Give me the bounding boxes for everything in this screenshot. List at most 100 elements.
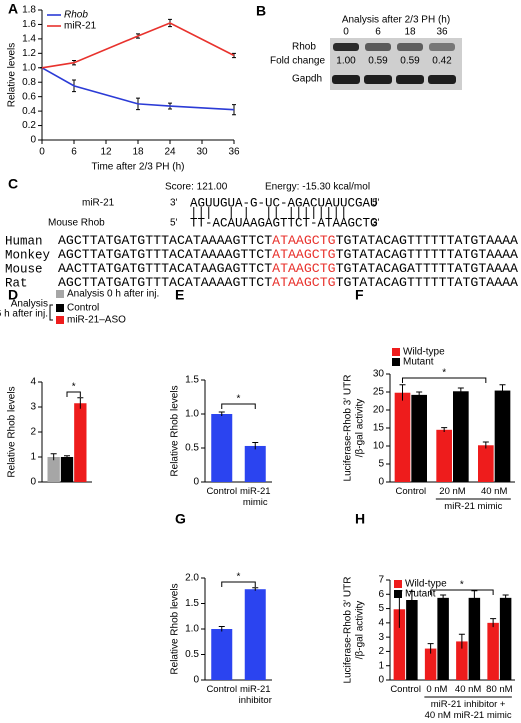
error-bar: [458, 633, 465, 649]
y-axis-label: Relative Rhob levels: [170, 385, 181, 476]
y-axis-label: /β-gal activity: [355, 399, 366, 458]
error-bar: [441, 427, 448, 432]
species-name: Rat: [5, 276, 28, 290]
sequence-part: TGTATACAGTTTTTTATGTAAAA: [336, 234, 519, 248]
x-tick-label: 40 nM: [480, 486, 508, 497]
error-bar: [457, 387, 464, 395]
legend-label: Rhob: [64, 10, 88, 21]
y-tick-label: 0: [378, 675, 384, 686]
energy: Energy: -15.30 kcal/mol: [265, 182, 370, 193]
y-tick-label: 2: [378, 646, 384, 657]
error-bar: [252, 442, 259, 450]
error-bar: [77, 397, 84, 409]
legend-group-bracket: [49, 304, 53, 321]
panel-label: C: [8, 176, 18, 192]
species-sequence: AGCTTATGATGTTTACATAAAAGTTCT ATAAGCTG TGTAT…: [58, 248, 519, 262]
sequence-part: TGTATACAGATTTTTATGTAAAA: [336, 262, 519, 276]
y-tick-label: 7: [378, 575, 384, 586]
species-name: Mouse: [5, 262, 43, 276]
y-tick-label: 0.6: [22, 91, 36, 102]
error-bar: [218, 411, 225, 417]
bar: [211, 629, 233, 680]
y-tick-label: 4: [378, 617, 384, 628]
y-tick-label: 0: [193, 477, 199, 488]
y-tick-label: 4: [30, 377, 36, 388]
duplex-seq: AGUUGUA-G-UC-AGACUAUUCGAU: [190, 196, 378, 210]
bar: [244, 589, 266, 680]
y-tick-label: 10: [373, 441, 385, 452]
group-label: miR-21 inhibitor + 40 nM miR-21 mimic: [425, 699, 512, 721]
error-bar: [218, 625, 225, 632]
significance-bracket: [66, 391, 81, 397]
x-tick-label: Control: [395, 486, 427, 497]
duplex-name: miR-21: [82, 198, 115, 209]
significance-label: *: [237, 394, 241, 405]
error-bar: [408, 590, 415, 609]
bar: [47, 457, 60, 482]
x-tick-label: Control: [390, 684, 421, 695]
y-tick-label: 1.2: [22, 48, 36, 59]
species-name: Human: [5, 234, 43, 248]
sequence-part: AGCTTATGATGTTTACATAAAAGTTCT: [58, 234, 273, 248]
panel-label: G: [175, 511, 186, 527]
error-bar: [502, 594, 509, 601]
error-bar: [471, 590, 478, 605]
species-sequence: AGCTTATGATGTTTACATAAAAGTTCT ATAAGCTG TGTAT…: [58, 234, 519, 248]
bar: [411, 394, 427, 482]
significance-label: *: [460, 580, 464, 591]
x-tick-label: 20 nM: [439, 486, 466, 497]
y-tick-label: 15: [373, 423, 385, 434]
panel-label: H: [355, 511, 365, 527]
sequence-part: AGCTTATGATGTTTACATAAAAGTTCT: [58, 248, 273, 262]
seed-match: ATAAGCTG: [272, 262, 335, 276]
sequence-part: AACTTATGATGTTTACATAAGAGTTCT: [58, 262, 273, 276]
score: Score: 121.00: [165, 182, 228, 193]
y-tick-label: 20: [373, 405, 385, 416]
significance-bracket: [430, 589, 494, 595]
fold-change: 0.59: [368, 56, 388, 67]
species-name: Monkey: [5, 248, 51, 262]
duplex-pairs: ||| | | || ||||||||: [190, 206, 348, 220]
x-tick-label: Control: [206, 684, 238, 695]
seed-match: ATAAGCTG: [272, 248, 335, 262]
panel-label: E: [175, 287, 184, 303]
line: [41, 67, 235, 111]
rhob-band: [429, 43, 455, 51]
x-tick-label: 80 nM: [486, 684, 512, 695]
x-tick-label: miR-21 inhibitor: [239, 684, 272, 706]
x-tick-label: miR-21 mimic: [240, 486, 271, 508]
lane-label: 0: [343, 27, 349, 38]
y-tick-label: 0: [193, 675, 199, 686]
row-label: Fold change: [270, 56, 325, 67]
error-bar: [490, 618, 497, 628]
error-bar: [440, 594, 447, 601]
error-bar: [399, 384, 406, 401]
y-tick-label: 5: [378, 603, 384, 614]
duplex-end: 5': [372, 198, 380, 209]
significance-bracket: [221, 403, 256, 409]
significance-label: *: [72, 382, 76, 393]
x-tick-label: Control: [395, 486, 427, 497]
bar: [74, 403, 87, 482]
bar: [453, 391, 469, 482]
error-bar: [499, 384, 506, 397]
species-sequence: AACTTATGATGTTTACATAAGAGTTCT ATAAGCTG TGTAT…: [58, 262, 519, 276]
bar: [468, 597, 481, 680]
bar: [494, 390, 511, 482]
legend-label: Wild-type: [405, 579, 447, 590]
bar: [487, 622, 499, 680]
legend-label: Wild-type: [403, 347, 445, 358]
y-tick-label: 0: [378, 477, 384, 488]
significance-label: *: [442, 368, 446, 379]
x-tick-label: Control: [390, 684, 421, 695]
x-tick-label: 18: [132, 147, 144, 158]
x-tick-label: 30: [196, 147, 208, 158]
x-axis-label: Time after 2/3 PH (h): [92, 162, 185, 173]
bar: [406, 600, 418, 680]
legend-label: Mutant: [405, 589, 436, 600]
y-tick-label: 25: [373, 387, 385, 398]
legend-label: miR-21–ASO: [67, 315, 126, 326]
gapdh-band: [332, 75, 360, 84]
x-tick-label: 6: [71, 147, 77, 158]
